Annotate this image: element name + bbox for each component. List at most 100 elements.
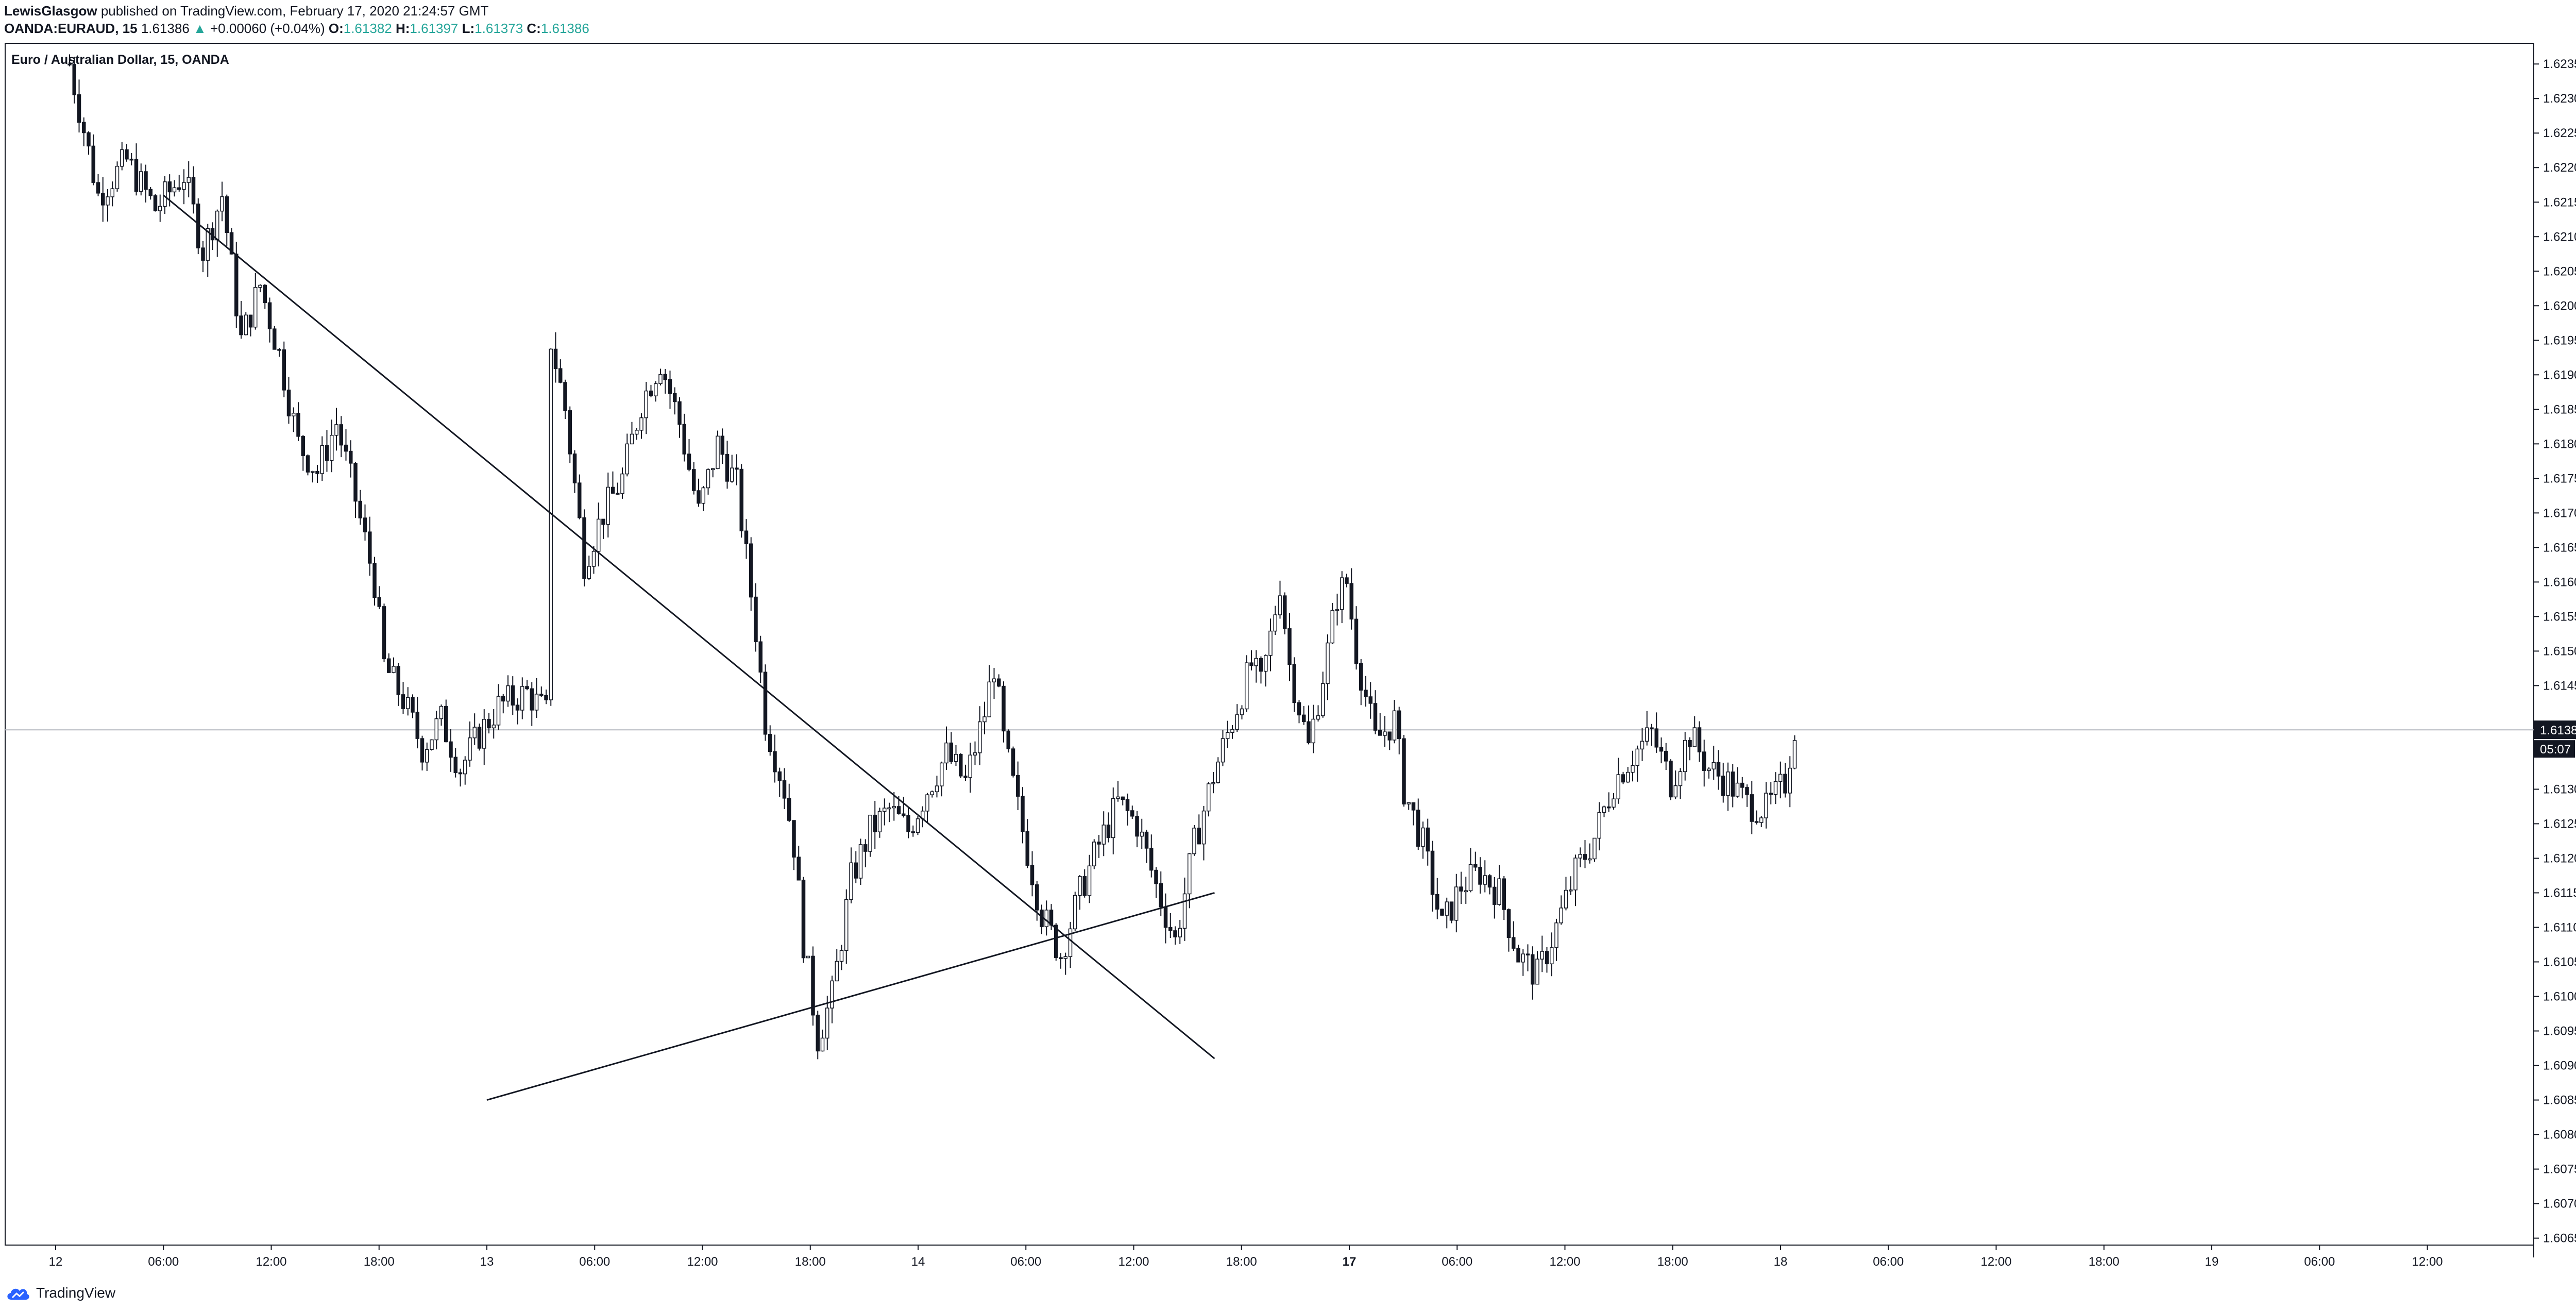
- candle: [997, 674, 1001, 687]
- candle: [1506, 908, 1511, 952]
- candle-body: [1259, 658, 1263, 672]
- candle-body: [758, 641, 762, 673]
- candle: [1368, 682, 1372, 719]
- candle: [1216, 757, 1220, 784]
- candle-body: [816, 1014, 820, 1052]
- candle: [1526, 944, 1530, 971]
- candle: [1569, 876, 1573, 895]
- candle: [1635, 745, 1639, 782]
- candle: [982, 701, 987, 734]
- candle-body: [1264, 655, 1268, 672]
- candle: [392, 657, 396, 674]
- candle: [301, 435, 305, 471]
- candle-body: [654, 383, 658, 396]
- candle: [358, 490, 362, 525]
- candle: [677, 397, 682, 438]
- time-axis[interactable]: 12 06:00 12:00 18:00 13 06:00 12:00 18:00 14 06:0…: [49, 1245, 2443, 1269]
- candle-body: [1707, 768, 1711, 771]
- candle: [382, 603, 386, 663]
- candle: [1106, 812, 1111, 843]
- candle-body: [749, 543, 753, 598]
- candle-body: [1140, 831, 1144, 837]
- candle-body: [1159, 883, 1163, 908]
- candle: [201, 241, 205, 273]
- candle: [511, 676, 515, 715]
- candle-body: [639, 417, 643, 431]
- footer[interactable]: TradingView: [5, 1284, 115, 1302]
- price-axis[interactable]: 1.62350 1.62300 1.62250 1.62200 1.62150 1.621…: [2534, 57, 2576, 1246]
- candle-body: [472, 727, 477, 738]
- time-tick-label: 18:00: [1226, 1255, 1257, 1269]
- candle: [1082, 869, 1087, 898]
- candle: [325, 430, 329, 472]
- candle-body: [1578, 854, 1582, 859]
- candle-body: [1750, 794, 1754, 822]
- candle-body: [606, 486, 610, 525]
- candle-body: [134, 159, 139, 192]
- candle-body: [273, 328, 277, 350]
- candle-body: [206, 228, 210, 261]
- candle: [701, 486, 705, 511]
- price-tick-label: 1.61800: [2543, 437, 2576, 451]
- candle-body: [616, 493, 620, 495]
- candle-body: [563, 382, 567, 411]
- candle: [1411, 802, 1416, 826]
- candle-body: [1607, 806, 1611, 809]
- candle-body: [277, 349, 281, 351]
- candle: [921, 806, 925, 828]
- candle: [1359, 659, 1363, 706]
- candle-body: [1449, 901, 1454, 921]
- candle-body: [87, 132, 91, 147]
- candle-body: [430, 739, 434, 750]
- candle-body: [1621, 774, 1625, 783]
- candle: [1426, 818, 1430, 866]
- candle: [925, 793, 929, 823]
- candle-body: [1616, 774, 1620, 799]
- candle-body: [777, 771, 782, 781]
- candle-body: [1440, 909, 1444, 916]
- candle: [1478, 857, 1482, 894]
- candle: [658, 368, 663, 385]
- candle-body: [1735, 782, 1740, 797]
- candle-body: [1597, 812, 1601, 839]
- candle: [311, 471, 315, 483]
- candle: [1688, 737, 1692, 761]
- candle-body: [858, 844, 863, 879]
- candle-body: [91, 145, 95, 183]
- price-tick-label: 1.60700: [2543, 1197, 2576, 1211]
- candle: [801, 877, 806, 963]
- candle-body: [1654, 728, 1658, 748]
- candle: [1502, 876, 1506, 920]
- candle-body: [706, 469, 710, 489]
- candle: [1273, 606, 1277, 635]
- candle-body: [515, 704, 520, 711]
- candle-body: [782, 780, 787, 799]
- candle: [1616, 758, 1620, 804]
- publish-text: published on TradingView.com, February 1…: [97, 3, 489, 19]
- candle: [463, 756, 467, 785]
- candle-body: [1044, 910, 1048, 927]
- candle-body: [382, 606, 386, 660]
- trendlines[interactable]: [163, 194, 1215, 1101]
- candle: [220, 181, 224, 222]
- candle-body: [1130, 810, 1134, 817]
- candle-body: [1235, 714, 1239, 730]
- candle: [1416, 798, 1420, 850]
- candle: [1311, 704, 1315, 753]
- candle-body: [1149, 848, 1154, 871]
- candle: [110, 181, 114, 207]
- close-label: C:: [527, 21, 541, 36]
- candle: [1531, 946, 1535, 1000]
- price-tick-label: 1.61900: [2543, 368, 2576, 382]
- candle: [1640, 728, 1645, 762]
- low-label: L:: [462, 21, 475, 36]
- open-label: O:: [328, 21, 344, 36]
- time-tick-label: 06:00: [2304, 1255, 2335, 1269]
- price-tick-label: 1.61650: [2543, 541, 2576, 555]
- candle: [315, 465, 319, 483]
- candle: [306, 454, 310, 476]
- candle-body: [372, 563, 377, 598]
- candle-body: [992, 678, 996, 683]
- author-name[interactable]: LewisGlasgow: [4, 3, 97, 19]
